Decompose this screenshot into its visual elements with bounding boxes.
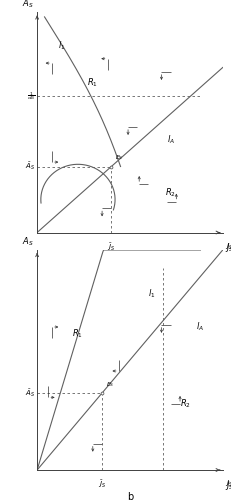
Text: $A_S$: $A_S$ <box>21 0 33 10</box>
Text: b: b <box>126 492 132 500</box>
Text: $R_2$: $R_2$ <box>179 398 190 410</box>
Text: $R_1$: $R_1$ <box>87 76 98 89</box>
Text: $\bar{A}_S$: $\bar{A}_S$ <box>25 387 35 399</box>
Text: $J_S$: $J_S$ <box>224 479 231 489</box>
Text: $R_2$: $R_2$ <box>164 186 176 199</box>
Text: $l_A$: $l_A$ <box>166 134 174 146</box>
Text: $l_1$: $l_1$ <box>57 39 65 52</box>
Text: $\bar{A}_S$: $\bar{A}_S$ <box>25 160 35 172</box>
Text: $\frac{1}{c_{AS}}$: $\frac{1}{c_{AS}}$ <box>27 90 35 102</box>
Text: $\bar{J}_S$: $\bar{J}_S$ <box>107 242 115 253</box>
Text: $J_S$: $J_S$ <box>224 242 231 254</box>
Text: a: a <box>126 254 132 264</box>
Text: $l_A$: $l_A$ <box>196 321 204 333</box>
Text: $\bar{J}_S$: $\bar{J}_S$ <box>97 479 106 490</box>
Text: $R_1$: $R_1$ <box>72 328 83 340</box>
Text: $l_1$: $l_1$ <box>148 288 155 300</box>
Text: $E_S$: $E_S$ <box>115 153 123 162</box>
Text: $E_S$: $E_S$ <box>105 380 114 388</box>
Text: $J_S$: $J_S$ <box>224 242 231 252</box>
Text: $A_S$: $A_S$ <box>21 236 33 248</box>
Text: $J_S$: $J_S$ <box>224 479 231 492</box>
